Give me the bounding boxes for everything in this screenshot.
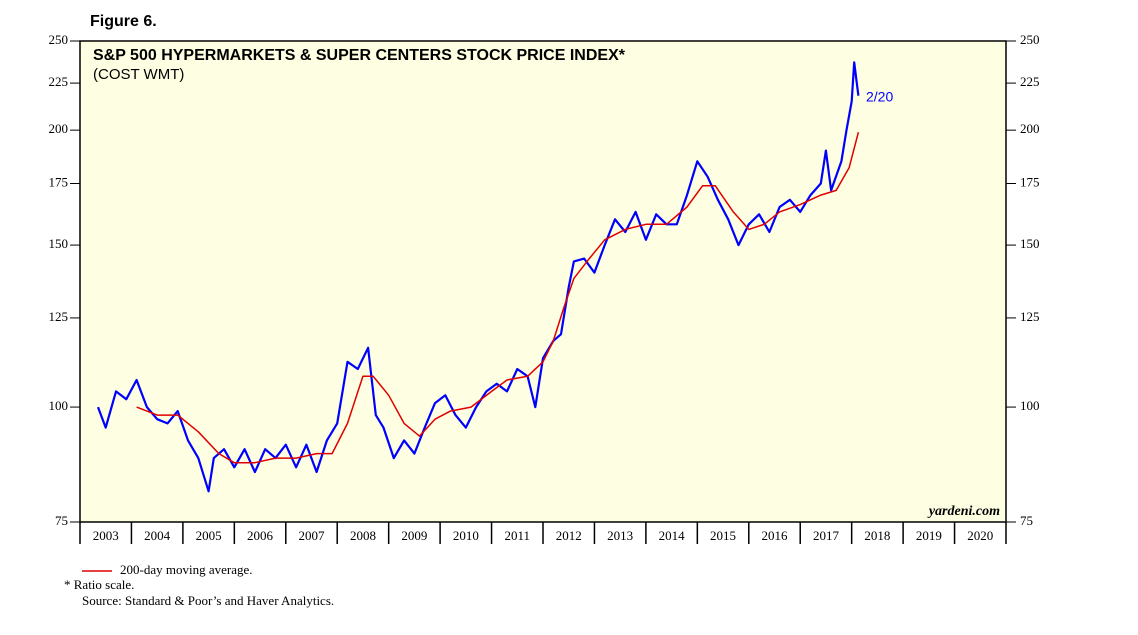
x-tick-label: 2009 <box>401 528 427 543</box>
source-mark: yardeni.com <box>927 504 1000 519</box>
annotation: 2/20 <box>866 89 893 105</box>
x-tick-label: 2015 <box>710 528 736 543</box>
y2-tick-label: 200 <box>1020 121 1040 136</box>
data-line <box>136 132 860 464</box>
x-tick-label: 2012 <box>556 528 582 543</box>
footnote: * Ratio scale. <box>64 577 134 592</box>
y2-tick-label: 150 <box>1020 236 1040 251</box>
chart-title: S&P 500 HYPERMARKETS & SUPER CENTERS STO… <box>93 47 626 64</box>
x-tick-label: 2008 <box>350 528 376 543</box>
y-tick-label: 200 <box>49 121 69 136</box>
y2-tick-label: 125 <box>1020 309 1040 324</box>
y-tick-label: 250 <box>49 32 69 47</box>
x-tick-label: 2016 <box>762 528 789 543</box>
data-line <box>96 61 860 493</box>
x-tick-label: 2006 <box>247 528 274 543</box>
y2-tick-label: 250 <box>1020 32 1040 47</box>
y2-tick-label: 175 <box>1020 174 1040 189</box>
y2-tick-label: 225 <box>1020 74 1040 89</box>
x-tick-label: 2003 <box>93 528 119 543</box>
plot-area <box>79 40 1007 523</box>
chart-subtitle: (COST WMT) <box>93 66 184 83</box>
y-tick-label: 100 <box>49 398 69 413</box>
footnote: Source: Standard & Poor’s and Haver Anal… <box>82 593 334 608</box>
y2-tick-label: 100 <box>1020 398 1040 413</box>
x-tick-label: 2017 <box>813 528 840 543</box>
x-tick-label: 2011 <box>505 528 531 543</box>
x-tick-label: 2007 <box>299 528 326 543</box>
x-tick-label: 2013 <box>607 528 633 543</box>
x-tick-label: 2020 <box>967 528 993 543</box>
x-tick-label: 2019 <box>916 528 942 543</box>
x-tick-label: 2010 <box>453 528 479 543</box>
y2-tick-label: 75 <box>1020 513 1033 528</box>
x-tick-label: 2014 <box>659 528 686 543</box>
x-tick-label: 2018 <box>864 528 890 543</box>
y-tick-label: 175 <box>49 174 69 189</box>
y-tick-label: 150 <box>49 236 69 251</box>
x-tick-label: 2004 <box>144 528 171 543</box>
y-tick-label: 225 <box>49 74 69 89</box>
figure-label: Figure 6. <box>90 13 157 30</box>
y-tick-label: 125 <box>49 309 69 324</box>
x-tick-label: 2005 <box>196 528 222 543</box>
y-tick-label: 75 <box>55 513 68 528</box>
legend-label: 200-day moving average. <box>120 562 252 577</box>
